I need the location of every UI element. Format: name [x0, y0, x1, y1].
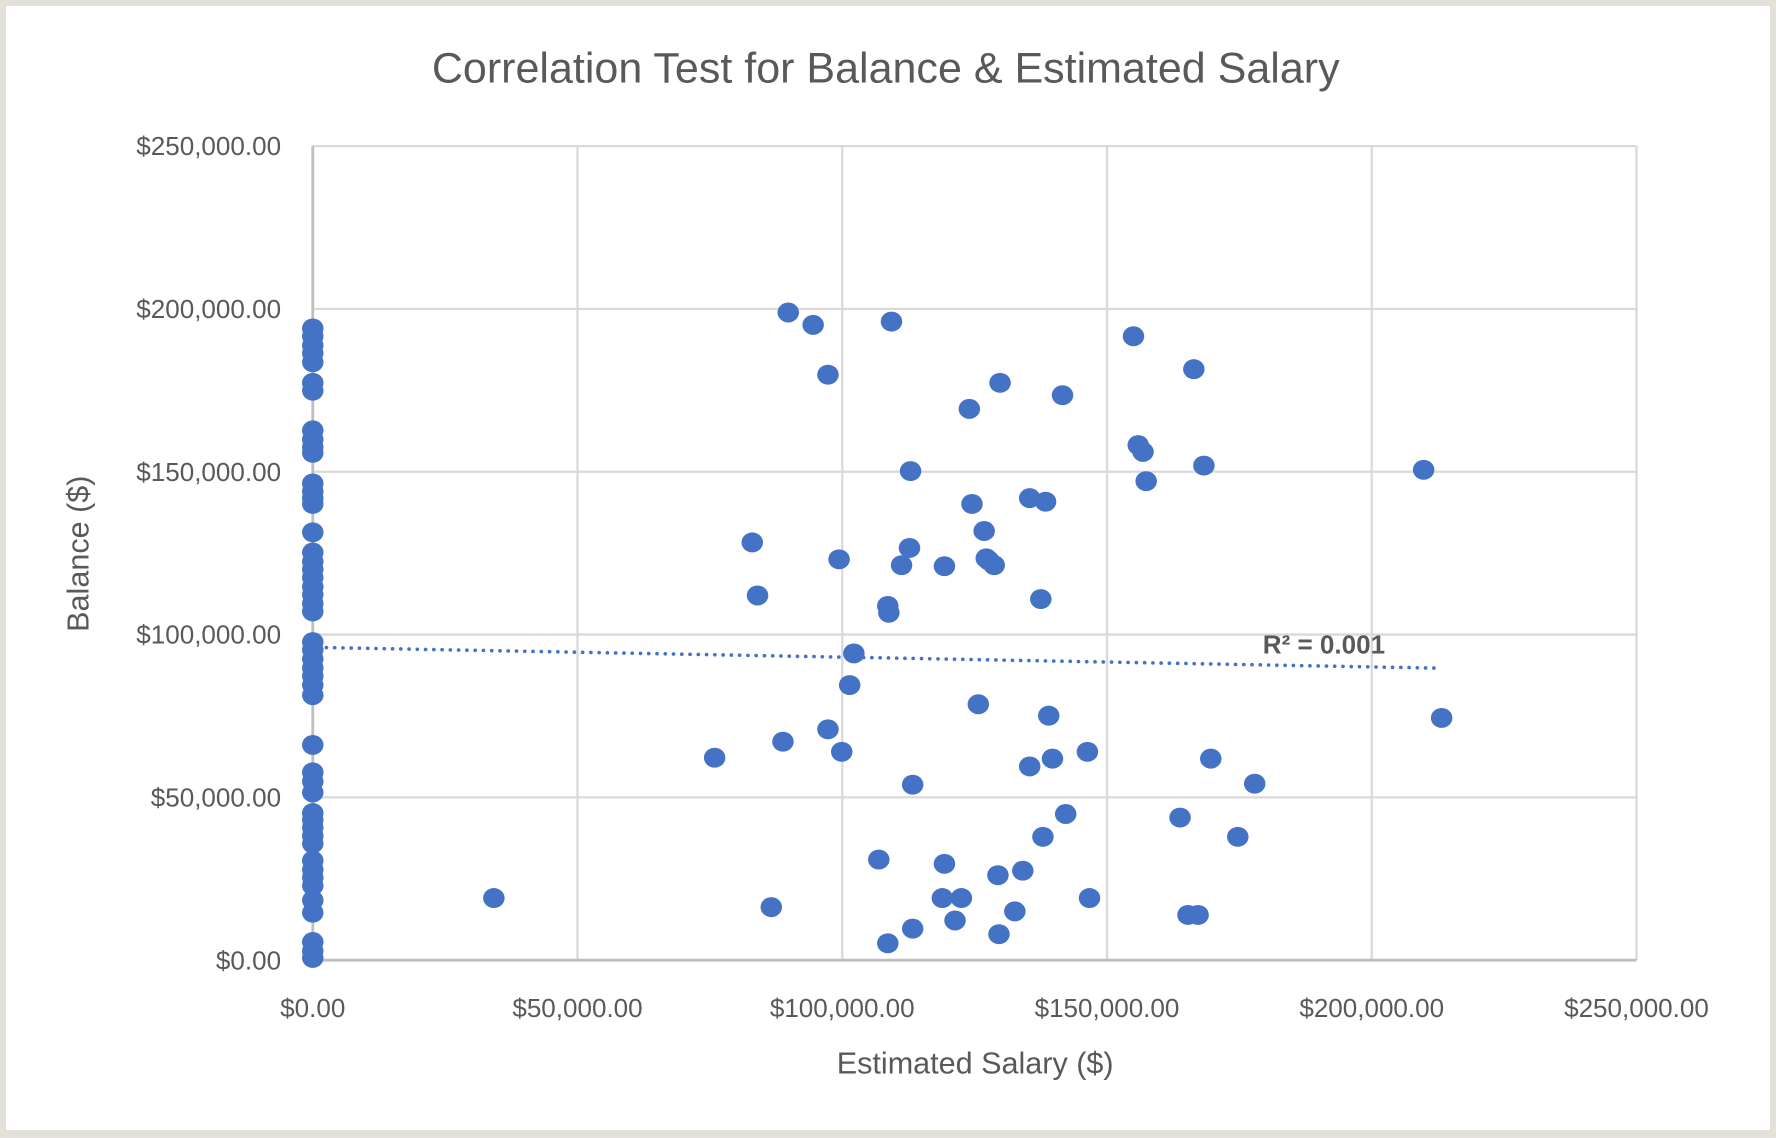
x-tick-label: $0.00: [280, 993, 345, 1023]
y-tick-label: $100,000.00: [136, 620, 281, 650]
data-point: [828, 549, 850, 570]
data-point: [1004, 901, 1026, 922]
data-point: [950, 888, 973, 908]
data-point: [868, 849, 890, 870]
data-point: [1200, 748, 1222, 769]
data-point: [931, 888, 954, 908]
x-axis-title: Estimated Salary ($): [837, 1046, 1114, 1080]
data-point: [772, 731, 794, 752]
data-point: [1193, 455, 1215, 476]
x-tick-label: $250,000.00: [1564, 993, 1709, 1023]
x-tick-label: $200,000.00: [1299, 993, 1444, 1023]
y-tick-label: $150,000.00: [136, 457, 281, 487]
data-point: [967, 694, 990, 715]
data-point: [973, 521, 995, 541]
data-point: [843, 643, 865, 664]
data-point: [983, 555, 1005, 576]
x-tick-label: $50,000.00: [512, 993, 642, 1023]
data-point: [901, 774, 924, 795]
data-points: [302, 302, 1453, 968]
y-axis-title: Balance ($): [62, 476, 96, 632]
data-point: [1030, 589, 1052, 610]
y-tick-label: $250,000.00: [136, 131, 281, 161]
data-point: [877, 933, 899, 954]
data-point: [958, 398, 981, 419]
data-point: [302, 352, 324, 373]
data-point: [830, 741, 853, 762]
data-point: [302, 442, 324, 463]
data-point: [802, 314, 824, 335]
data-point: [703, 747, 726, 768]
data-point: [1037, 705, 1060, 726]
y-tick-label: $0.00: [216, 945, 281, 975]
data-point: [1018, 756, 1041, 777]
data-point: [302, 782, 324, 803]
data-point: [1135, 471, 1157, 492]
data-point: [1122, 326, 1145, 347]
data-point: [302, 734, 324, 755]
x-tick-labels: $0.00 $50,000.00 $100,000.00 $150,000.00 $20…: [280, 993, 1709, 1023]
data-point: [898, 537, 921, 558]
data-point: [1076, 741, 1099, 762]
data-point: [1227, 826, 1249, 847]
data-point: [1041, 748, 1064, 769]
data-point: [838, 675, 861, 696]
data-point: [760, 897, 783, 918]
data-point: [1169, 807, 1191, 828]
data-point: [1187, 904, 1209, 925]
data-point: [987, 865, 1009, 886]
y-tick-label: $50,000.00: [151, 782, 281, 812]
x-tick-label: $150,000.00: [1035, 993, 1180, 1023]
data-point: [302, 947, 324, 968]
data-point: [1183, 359, 1205, 380]
data-point: [1034, 491, 1057, 512]
data-point: [302, 685, 324, 706]
data-point: [302, 875, 324, 896]
y-tick-label: $200,000.00: [136, 294, 281, 324]
trendline: [324, 645, 1438, 670]
data-point: [933, 556, 956, 577]
data-point: [933, 853, 956, 874]
data-point: [483, 888, 505, 908]
x-tick-label: $100,000.00: [770, 993, 915, 1023]
data-point: [1430, 707, 1453, 728]
data-point: [890, 555, 913, 576]
data-point: [880, 311, 903, 332]
r-squared-label: R² = 0.001: [1263, 629, 1385, 659]
data-point: [988, 924, 1010, 945]
data-point: [817, 364, 839, 385]
data-point: [1054, 804, 1077, 824]
data-point: [989, 372, 1011, 393]
data-point: [1032, 826, 1054, 847]
data-point: [302, 833, 324, 854]
data-point: [1243, 773, 1266, 794]
data-point: [901, 918, 924, 939]
data-point: [817, 719, 839, 740]
data-point: [746, 585, 769, 606]
data-point: [1132, 441, 1154, 462]
data-point: [777, 302, 800, 323]
data-point: [302, 380, 324, 401]
data-point: [1412, 459, 1435, 480]
chart-title: Correlation Test for Balance & Estimated…: [432, 45, 1340, 93]
data-point: [961, 494, 983, 514]
gridlines: [311, 144, 1638, 962]
data-point: [302, 494, 324, 514]
data-point: [1078, 888, 1101, 908]
data-point: [899, 461, 922, 482]
data-point: [878, 602, 900, 623]
y-tick-labels: $0.00 $50,000.00 $100,000.00 $150,000.00 $20…: [136, 131, 281, 975]
data-point: [1051, 385, 1074, 406]
data-point: [302, 522, 324, 543]
data-point: [302, 902, 324, 923]
data-point: [1012, 860, 1034, 881]
data-point: [302, 601, 324, 622]
data-point: [944, 910, 966, 931]
data-point: [741, 532, 763, 553]
